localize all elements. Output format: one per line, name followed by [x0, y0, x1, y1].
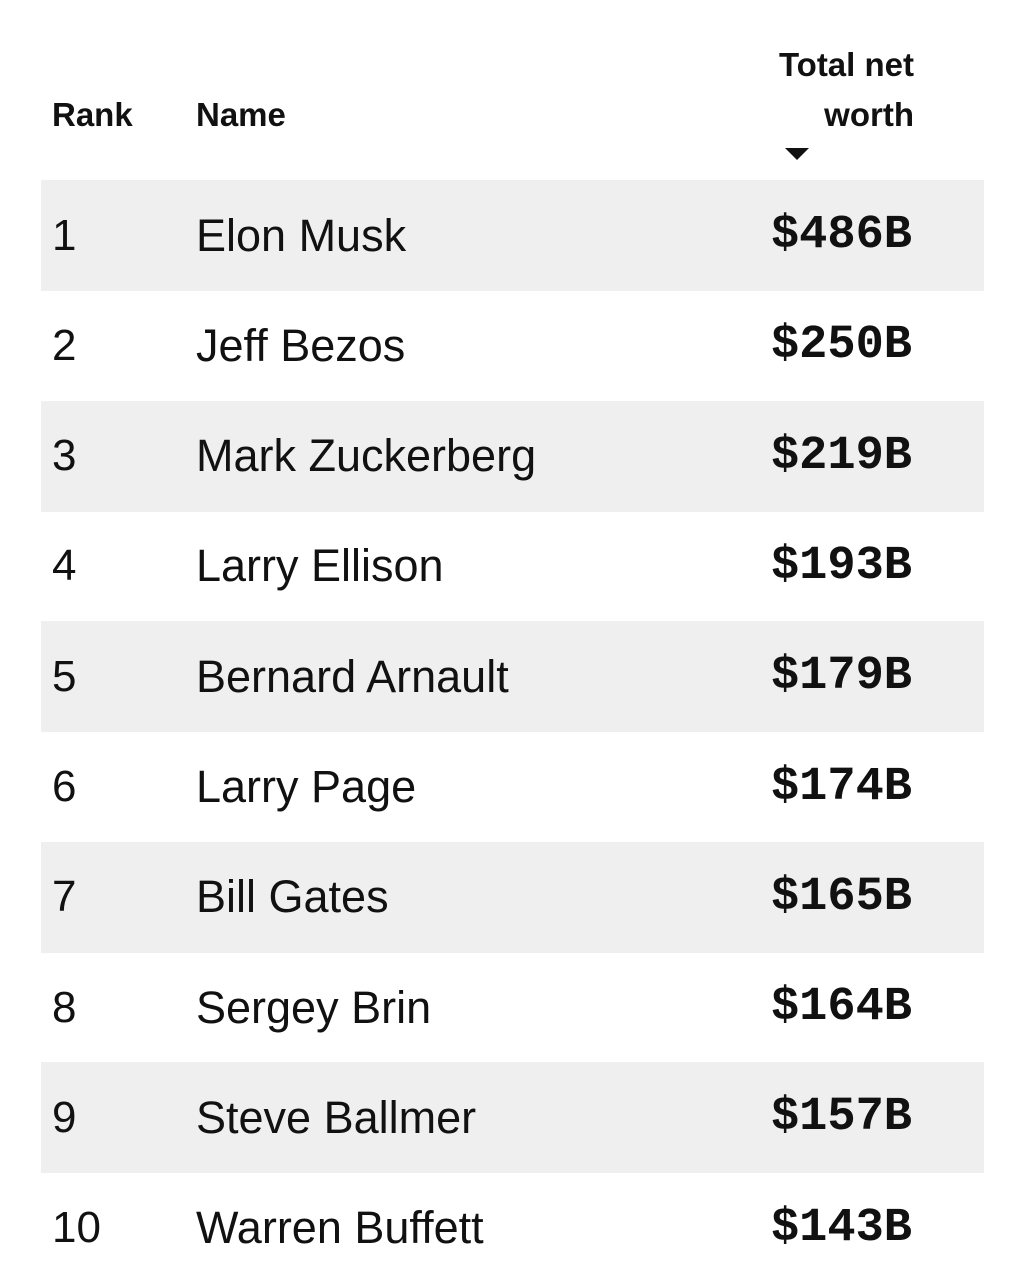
net-worth-cell: $179B: [770, 650, 912, 704]
name-cell: Bill Gates: [196, 871, 389, 923]
rank-cell: 1: [52, 210, 77, 260]
table-row: 7 Bill Gates $165B: [41, 841, 984, 953]
net-worth-cell: $157B: [770, 1091, 912, 1145]
name-cell: Sergey Brin: [196, 981, 432, 1033]
rank-cell: 9: [52, 1092, 77, 1142]
name-cell: Bernard Arnault: [196, 650, 509, 702]
table-row: 9 Steve Ballmer $157B: [41, 1062, 984, 1174]
name-cell: Jeff Bezos: [196, 319, 406, 371]
sort-arrow[interactable]: [784, 147, 810, 161]
table-row: 6 Larry Page $174B: [41, 732, 984, 843]
rank-cell: 4: [52, 541, 77, 591]
table-row: 1 Elon Musk $486B: [41, 180, 984, 291]
net-worth-cell: $143B: [770, 1201, 912, 1255]
table-row: 4 Larry Ellison $193B: [41, 511, 984, 622]
rank-cell: 2: [52, 320, 77, 370]
sort-arrow-shape: [785, 148, 809, 160]
name-cell: Warren Buffett: [196, 1202, 484, 1254]
net-worth-cell: $165B: [770, 870, 912, 924]
column-header[interactable]: Total net worth: [778, 46, 914, 133]
rank-cell: 8: [52, 982, 77, 1032]
name-cell: Elon Musk: [196, 209, 407, 261]
table-row: 2 Jeff Bezos $250B: [41, 290, 984, 401]
table-row: 8 Sergey Brin $164B: [41, 952, 984, 1063]
column-header[interactable]: Name: [196, 96, 286, 133]
net-worth-cell: $219B: [770, 429, 912, 483]
name-cell: Steve Ballmer: [196, 1091, 477, 1143]
net-worth-cell: $164B: [770, 981, 912, 1035]
rank-cell: 5: [52, 651, 77, 701]
rank-cell: 6: [52, 762, 77, 811]
column-header[interactable]: Rank: [52, 96, 133, 133]
name-cell: Mark Zuckerberg: [196, 430, 537, 482]
rank-cell: 3: [52, 431, 77, 481]
net-worth-cell: $486B: [770, 209, 912, 262]
net-worth-cell: $174B: [770, 760, 912, 814]
rank-cell: 7: [52, 872, 77, 922]
name-cell: Larry Page: [196, 761, 417, 812]
table-row: 3 Mark Zuckerberg $219B: [41, 400, 984, 512]
rank-cell: 10: [52, 1203, 101, 1253]
net-worth-cell: $193B: [770, 539, 912, 593]
net-worth-cell: $250B: [770, 319, 912, 373]
table-row: 5 Bernard Arnault $179B: [41, 621, 984, 733]
name-cell: Larry Ellison: [196, 540, 444, 592]
table-row: 10 Warren Buffett $143B: [41, 1173, 984, 1280]
